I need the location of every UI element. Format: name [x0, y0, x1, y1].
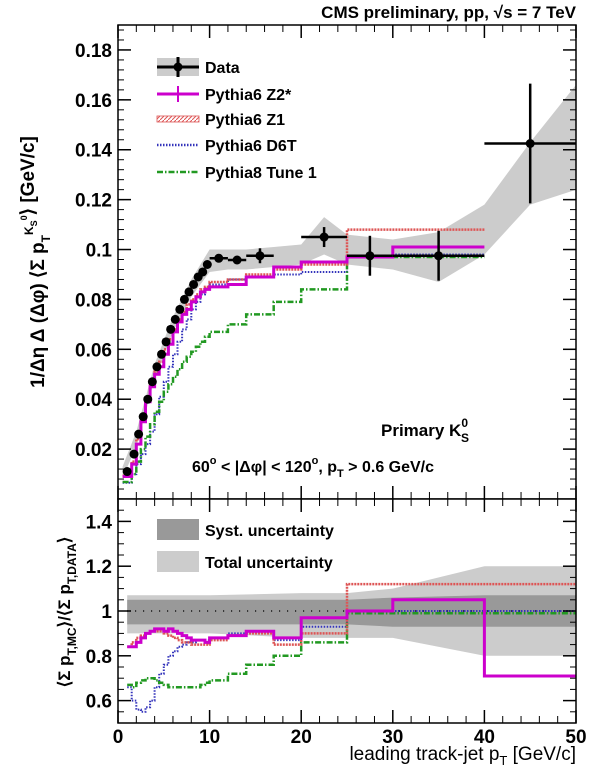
data-point — [157, 349, 167, 359]
ratio-mc-series — [127, 582, 576, 713]
upper-y-axis-label: 1/Δη Δ (Δφ) ⟨Σ pTKS0⟩ [GeV/c] — [18, 136, 53, 388]
data-point — [189, 279, 199, 289]
ratio-series-z1 — [127, 582, 576, 649]
x-tick-label: 50 — [565, 727, 586, 748]
data-point — [434, 251, 444, 261]
ratio-legend: Syst. uncertainty Total uncertainty — [157, 519, 334, 572]
ratio-y-axis-label: ⟨Σ pT,MC⟩/⟨Σ pT,DATA⟩ — [55, 537, 79, 688]
legend-label-total: Total uncertainty — [205, 555, 333, 572]
ratio-y-tick-label: 0.6 — [86, 692, 112, 713]
data-point — [161, 337, 171, 347]
legend-swatch-total — [157, 551, 199, 572]
legend-label-data: Data — [205, 60, 240, 77]
ratio-series-d6t — [127, 610, 576, 713]
data-point — [134, 429, 144, 439]
y-tick-label: 0.12 — [75, 191, 112, 212]
x-tick-label: 20 — [291, 727, 312, 748]
data-point — [138, 412, 148, 422]
legend-label-d6t: Pythia6 D6T — [205, 138, 297, 155]
y-tick-label: 0.08 — [75, 290, 112, 311]
data-point — [214, 253, 224, 263]
x-tick-label: 0 — [113, 727, 124, 748]
data-point — [175, 304, 185, 314]
upper-y-axis: 0.02 0.04 0.06 0.08 0.1 0.12 0.14 0.16 0.18 — [75, 25, 577, 499]
data-point — [198, 267, 208, 277]
ratio-panel: 0.6 0.8 1 1.2 1.4 0 10 20 30 40 50 Syst. uncertain… — [55, 498, 587, 748]
data-point — [202, 259, 212, 269]
data-points — [122, 83, 576, 477]
data-point — [129, 449, 139, 459]
data-point — [184, 287, 194, 297]
data-point — [122, 467, 132, 477]
legend-item-d6t: Pythia6 D6T — [157, 138, 297, 155]
legend-item-z2star: Pythia6 Z2* — [157, 86, 292, 104]
x-axis-label: leading track-jet pT [GeV/c] — [349, 744, 576, 768]
ratio-axes: 0.6 0.8 1 1.2 1.4 0 10 20 30 40 50 — [86, 499, 587, 748]
data-point — [255, 251, 265, 261]
legend-label-z1: Pythia6 Z1 — [205, 112, 285, 129]
y-tick-label: 0.16 — [75, 91, 112, 112]
legend-swatch-syst — [157, 519, 199, 540]
ratio-series-z2star — [127, 598, 576, 678]
y-tick-label: 0.14 — [75, 141, 112, 162]
upper-legend: Data Pythia6 Z2* Pythia6 Z1 Pythia6 D6T … — [156, 57, 317, 182]
legend-item-p8: Pythia8 Tune 1 — [157, 165, 317, 182]
legend-item-data: Data — [157, 57, 240, 77]
data-point — [166, 324, 176, 334]
y-tick-label: 0.02 — [75, 440, 112, 461]
data-point — [143, 394, 153, 404]
figure-title: CMS preliminary, pp, √s = 7 TeV — [321, 3, 576, 22]
ratio-series-p8 — [127, 611, 576, 689]
data-point — [525, 139, 535, 148]
data-point — [152, 362, 162, 372]
y-tick-label: 0.18 — [75, 41, 112, 62]
data-point — [232, 255, 242, 265]
x-tick-label: 10 — [199, 727, 220, 748]
data-point — [319, 232, 329, 242]
annotation-cuts: 60o < |Δφ| < 120o, pT > 0.6 GeV/c — [192, 455, 434, 480]
data-point — [365, 251, 375, 261]
legend-label-z2star: Pythia6 Z2* — [205, 87, 292, 104]
legend-item-z1: Pythia6 Z1 — [156, 112, 285, 129]
series-p8 — [122, 255, 485, 484]
legend-label-p8: Pythia8 Tune 1 — [205, 165, 317, 182]
annotation-primary: Primary K0 S — [381, 416, 469, 445]
x-tick-label: 40 — [474, 727, 495, 748]
ratio-y-tick-label: 1.2 — [86, 557, 112, 578]
data-point — [179, 294, 189, 304]
y-tick-label: 0.1 — [86, 241, 113, 262]
ratio-y-tick-label: 0.8 — [86, 647, 112, 668]
legend-label-syst: Syst. uncertainty — [205, 523, 334, 540]
y-tick-label: 0.06 — [75, 340, 112, 361]
x-tick-label: 30 — [382, 727, 403, 748]
upper-panel: 0.02 0.04 0.06 0.08 0.1 0.12 0.14 0.16 0.18 1/Δη… — [18, 24, 577, 500]
ratio-y-tick-label: 1 — [101, 602, 112, 623]
ratio-y-tick-label: 1.4 — [86, 512, 113, 533]
data-point — [147, 377, 157, 387]
data-point — [170, 314, 180, 324]
y-tick-label: 0.04 — [75, 390, 112, 411]
